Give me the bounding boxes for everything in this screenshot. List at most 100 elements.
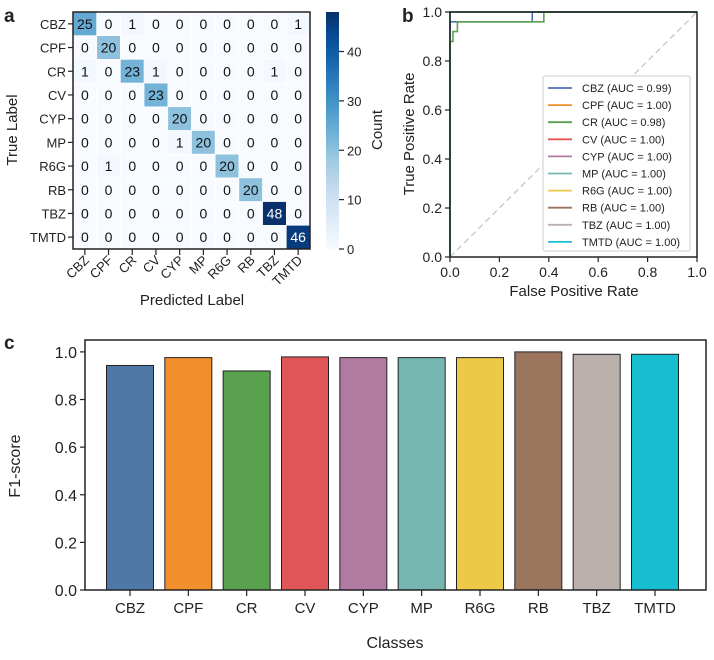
cm-cell-value: 0	[223, 87, 231, 103]
cm-cell-value: 0	[199, 158, 207, 174]
cm-xtick-label: RB	[234, 253, 257, 276]
f1-bar	[222, 370, 271, 591]
bar-xtick-label: CR	[236, 600, 258, 617]
bar-ytick-label: 0.4	[55, 488, 77, 505]
bar-ytick-label: 0.6	[55, 440, 77, 457]
bar-xtick-label: CYP	[348, 600, 379, 617]
cm-ytick-label: TBZ	[41, 206, 66, 221]
cm-cell-value: 1	[105, 158, 113, 174]
cm-cell-value: 0	[294, 87, 302, 103]
legend-entry: CPF (AUC = 1.00)	[582, 100, 672, 112]
legend-entry: CV (AUC = 1.00)	[582, 134, 665, 146]
cm-cell-value: 0	[152, 158, 160, 174]
cm-cell-value: 0	[128, 87, 136, 103]
colorbar-label: Count	[369, 109, 386, 150]
cm-cell-value: 0	[176, 40, 184, 56]
cm-cell-value: 0	[294, 63, 302, 79]
roc-frame	[449, 11, 698, 258]
roc-xlabel: False Positive Rate	[509, 283, 638, 300]
cm-cell-value: 0	[294, 111, 302, 127]
roc-xtick-label: 0.8	[638, 264, 658, 280]
colorbar-tick-label: 40	[347, 45, 361, 60]
cm-cell-value: 1	[81, 63, 89, 79]
cm-cell-value: 0	[199, 182, 207, 198]
cm-cell-value: 1	[128, 16, 136, 32]
roc-ytick-label: 0.6	[423, 102, 443, 118]
cm-cell-value: 0	[128, 205, 136, 221]
roc-xtick-label: 0.4	[539, 264, 559, 280]
cm-cell-value: 0	[271, 16, 279, 32]
legend-entry: RB (AUC = 1.00)	[582, 203, 665, 215]
roc-ytick-label: 0.2	[423, 200, 443, 216]
cm-cell-value: 20	[196, 134, 212, 150]
cm-cell-value: 0	[271, 229, 279, 245]
bar-frame	[84, 339, 707, 591]
cm-cell-value: 0	[294, 158, 302, 174]
colorbar-tick-label: 20	[347, 143, 361, 158]
cm-cell-value: 0	[128, 229, 136, 245]
bar-ylabel: F1-score	[7, 434, 24, 497]
cm-cell-value: 0	[223, 182, 231, 198]
cm-cell-value: 0	[247, 40, 255, 56]
cm-cell-value: 0	[199, 111, 207, 127]
cm-cell-value: 0	[176, 87, 184, 103]
cm-cell-value: 0	[81, 87, 89, 103]
bar-ytick-label: 0.0	[55, 583, 77, 600]
roc-panel: b 0.0 0.2 0.4 0.6 0.8 1.0 0.0 0.2 0.4 0.6 0.8 1.0 CB…	[401, 4, 707, 300]
cm-cell-value: 0	[152, 134, 160, 150]
panel-label-b: b	[402, 6, 414, 27]
cm-ytick-label: R6G	[39, 159, 66, 174]
panel-label-c: c	[4, 333, 15, 354]
f1-bar	[106, 364, 154, 591]
roc-xtick-label: 1.0	[687, 264, 707, 280]
cm-ytick-label: CR	[47, 64, 66, 79]
cm-cell-value: 0	[128, 111, 136, 127]
cm-cell-value: 1	[152, 63, 160, 79]
cm-cell-value: 0	[199, 40, 207, 56]
bar-xtick-label: CV	[295, 600, 316, 617]
f1-bar-panel: c CBZ CPF CR CV CYP MP R6G RB TBZ TMTD 0.0 0.2 0.4 0.…	[4, 333, 707, 652]
f1-bar	[281, 356, 329, 591]
cm-cell-value: 0	[128, 134, 136, 150]
confusion-matrix-panel: a 25 0 1 0 0 0 0 0 0 10 20 0 0 0 0 0 0 0 01 0 23 1 0 0 0 0 1 00 0 0 23…	[4, 6, 386, 309]
cm-cell-value: 0	[105, 229, 113, 245]
cm-xtick-label: CPF	[87, 252, 116, 281]
cm-ytick-label: CBZ	[40, 17, 66, 32]
cm-cell-value: 20	[219, 158, 235, 174]
cm-cell-value: 0	[294, 134, 302, 150]
bar-xtick-label: RB	[528, 600, 549, 617]
cm-cell-value: 0	[199, 16, 207, 32]
cm-ytick-label: CPF	[40, 41, 66, 56]
roc-ytick-label: 0.8	[423, 53, 443, 69]
cm-cell-value: 0	[176, 16, 184, 32]
cm-cell-value: 0	[271, 158, 279, 174]
legend-entry: MP (AUC = 1.00)	[582, 169, 666, 181]
cm-cell-value: 0	[105, 16, 113, 32]
cm-cell-value: 0	[105, 111, 113, 127]
cm-cell-value: 0	[81, 205, 89, 221]
cm-cell-value: 0	[81, 111, 89, 127]
colorbar-tick-label: 0	[347, 242, 354, 257]
roc-xtick-label: 0.0	[440, 264, 460, 280]
f1-bar	[456, 357, 504, 591]
legend-entry: R6G (AUC = 1.00)	[582, 186, 672, 198]
cm-ytick-label: CYP	[39, 112, 66, 127]
cm-cell-value: 0	[223, 229, 231, 245]
cm-cell-value: 20	[172, 111, 188, 127]
f1-bar	[397, 357, 446, 591]
colorbar: 0 10 20 30 40	[326, 12, 361, 257]
cm-ytick-label: RB	[48, 183, 66, 198]
bar-ytick-label: 0.8	[55, 393, 77, 410]
cm-ytick-label: CV	[48, 88, 66, 103]
cm-cell-value: 0	[247, 16, 255, 32]
cm-cell-value: 0	[247, 205, 255, 221]
legend-entry: CBZ (AUC = 0.99)	[582, 83, 672, 95]
cm-cell-value: 1	[271, 63, 279, 79]
legend-entry: TBZ (AUC = 1.00)	[582, 220, 670, 232]
cm-frame	[72, 11, 311, 250]
cm-cell-value: 0	[223, 111, 231, 127]
cm-cell-value: 23	[148, 87, 164, 103]
colorbar-tick-label: 30	[347, 94, 361, 109]
cm-cell-value: 0	[105, 63, 113, 79]
cm-cell-value: 0	[223, 63, 231, 79]
